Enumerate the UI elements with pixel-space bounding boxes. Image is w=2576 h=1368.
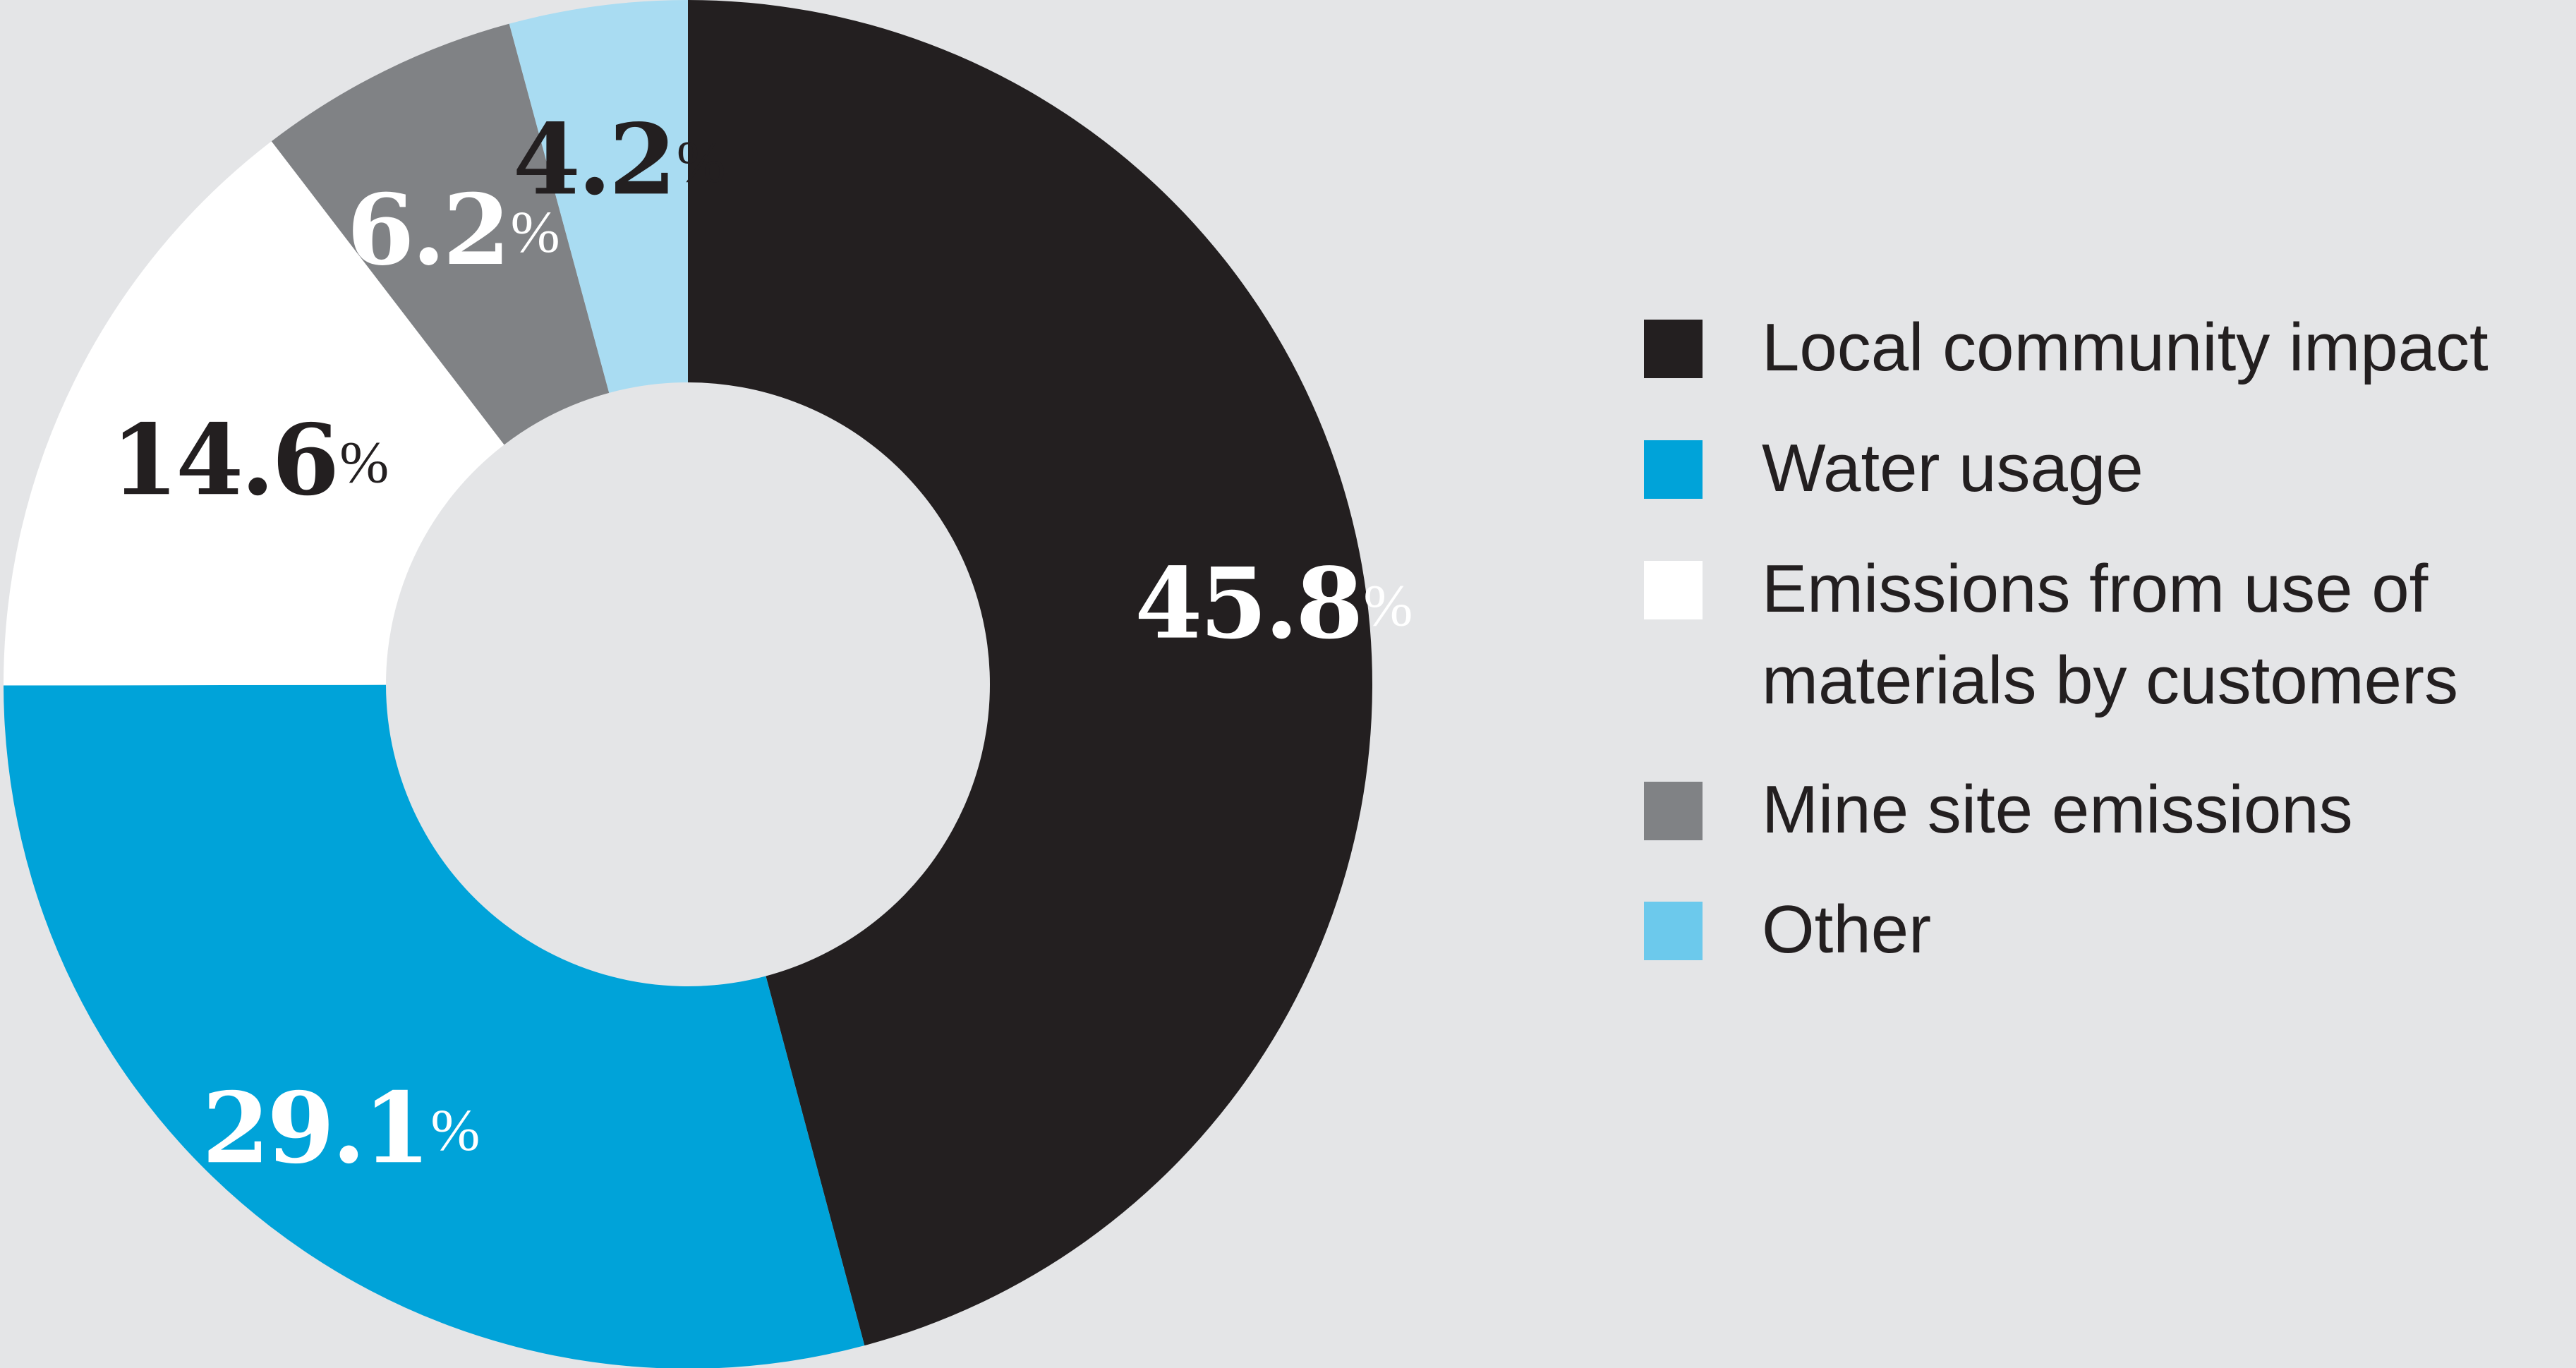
- legend-label: Other: [1762, 892, 1931, 967]
- value-percent-sign: %: [511, 200, 560, 265]
- value-label-other: 4.2%: [513, 102, 726, 217]
- value-label-water-usage: 29.1%: [202, 1070, 480, 1185]
- value-label-emissions-from-use-of-materials-by-customers: 14.6%: [111, 402, 389, 517]
- slice-mine-site-emissions: [271, 23, 610, 445]
- legend-label: Water usage: [1762, 430, 2143, 506]
- legend-swatch: [1644, 440, 1703, 499]
- legend-label: Local community impact: [1762, 310, 2489, 385]
- slice-water-usage: [4, 684, 865, 1368]
- value-label-local-community-impact: 45.8%: [1135, 546, 1413, 661]
- value-number: 6.2: [347, 172, 508, 287]
- legend-label: Mine site emissions: [1762, 772, 2353, 847]
- legend: Local community impact Water usage Emissio…: [1644, 310, 2489, 967]
- value-percent-sign: %: [1363, 574, 1413, 639]
- legend-item-emissions-from-use-of-materials-by-customers: Emissions from use of materials by custom…: [1644, 551, 2458, 718]
- legend-swatch: [1644, 902, 1703, 960]
- legend-item-mine-site-emissions: Mine site emissions: [1644, 772, 2353, 847]
- value-number: 45.8: [1135, 546, 1360, 661]
- legend-swatch: [1644, 561, 1703, 619]
- slice-emissions-from-use-of-materials-by-customers: [4, 141, 504, 686]
- value-percent-sign: %: [677, 130, 726, 195]
- legend-label: materials by customers: [1762, 643, 2458, 718]
- value-labels: 45.8%29.1%14.6%6.2%4.2%: [111, 102, 1413, 1185]
- legend-item-local-community-impact: Local community impact: [1644, 310, 2489, 385]
- legend-item-other: Other: [1644, 892, 1931, 967]
- donut-slices: [4, 0, 1373, 1368]
- value-percent-sign: %: [430, 1098, 480, 1164]
- value-label-mine-site-emissions: 6.2%: [347, 172, 560, 287]
- value-number: 14.6: [111, 402, 337, 517]
- legend-label: Emissions from use of: [1762, 551, 2429, 627]
- value-number: 29.1: [202, 1070, 428, 1185]
- slice-other: [509, 0, 688, 393]
- legend-swatch: [1644, 782, 1703, 840]
- legend-swatch: [1644, 320, 1703, 378]
- value-number: 4.2: [513, 102, 674, 217]
- slice-local-community-impact: [688, 0, 1373, 1346]
- legend-item-water-usage: Water usage: [1644, 430, 2143, 506]
- value-percent-sign: %: [339, 430, 389, 496]
